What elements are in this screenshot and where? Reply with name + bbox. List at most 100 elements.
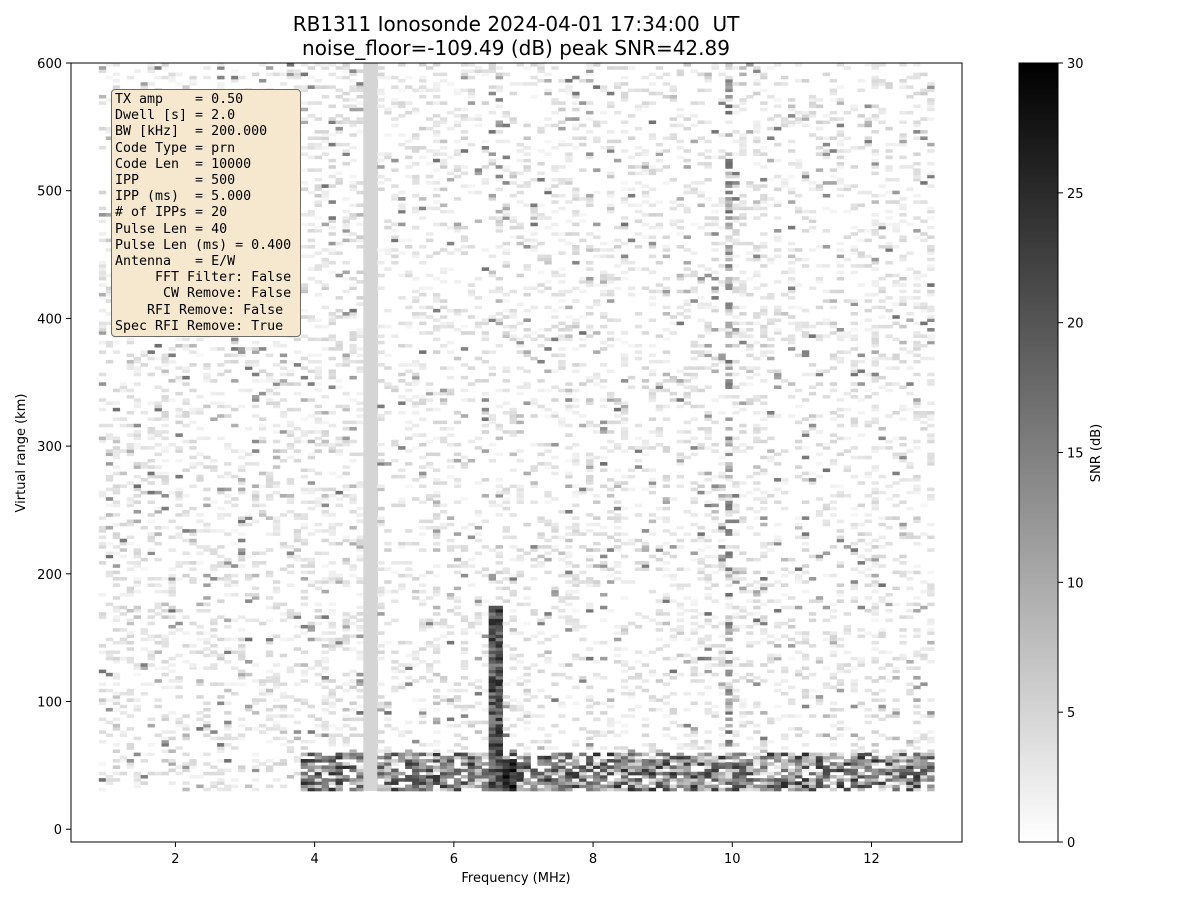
heatmap-cell (398, 500, 406, 504)
heatmap-cell (634, 152, 643, 156)
heatmap-cell (502, 577, 510, 581)
heatmap-cell (600, 312, 608, 316)
heatmap-cell (342, 391, 350, 396)
heatmap-cell (231, 503, 239, 508)
heatmap-cell (356, 69, 364, 73)
heatmap-cell (586, 203, 594, 208)
heatmap-cell (558, 771, 566, 776)
heatmap-cell (648, 372, 657, 377)
heatmap-cell (551, 545, 559, 549)
heatmap-cell (342, 353, 350, 358)
heatmap-cell (606, 439, 615, 444)
heatmap-cell (460, 704, 469, 709)
heatmap-cell (189, 407, 197, 412)
heatmap-cell (648, 746, 657, 750)
heatmap-cell (98, 407, 107, 412)
heatmap-cell (133, 752, 142, 757)
heatmap-cell (119, 385, 128, 390)
heatmap-cell (572, 117, 580, 121)
heatmap-cell (384, 781, 392, 785)
heatmap-cell (307, 142, 316, 147)
heatmap-cell (189, 663, 197, 667)
heatmap-cell (593, 136, 601, 141)
heatmap-cell (398, 321, 406, 326)
heatmap-cell (307, 382, 316, 386)
heatmap-cell (405, 663, 413, 667)
heatmap-cell (558, 321, 566, 326)
heatmap-cell (648, 165, 657, 169)
heatmap-cell (453, 114, 462, 118)
heatmap-cell (488, 640, 497, 645)
heatmap-cell (238, 650, 246, 655)
heatmap-cell (474, 324, 483, 329)
heatmap-cell (502, 299, 510, 303)
heatmap-cell (474, 532, 483, 536)
heatmap-cell (398, 142, 406, 147)
heatmap-cell (460, 618, 469, 623)
heatmap-cell (606, 771, 615, 776)
heatmap-cell (279, 343, 288, 348)
heatmap-cell (119, 449, 128, 453)
heatmap-cell (488, 660, 497, 664)
heatmap-cell (572, 628, 580, 632)
heatmap-cell (265, 478, 274, 482)
heatmap-cell (648, 120, 657, 125)
heatmap-cell (606, 146, 615, 150)
heatmap-cell (474, 602, 483, 607)
heatmap-cell (613, 264, 622, 268)
heatmap-cell (105, 474, 114, 479)
heatmap-cell (140, 82, 148, 86)
heatmap-cell (231, 682, 239, 686)
heatmap-cell (544, 650, 552, 655)
heatmap-cell (502, 315, 510, 319)
heatmap-cell (523, 762, 531, 766)
heatmap-cell (551, 497, 559, 501)
heatmap-cell (446, 624, 455, 629)
heatmap-cell (272, 529, 281, 533)
heatmap-cell (384, 717, 392, 722)
heatmap-cell (398, 503, 406, 508)
heatmap-cell (495, 669, 503, 674)
heatmap-cell (474, 631, 483, 635)
heatmap-cell (419, 465, 427, 469)
heatmap-cell (314, 353, 322, 358)
heatmap-cell (613, 746, 622, 750)
heatmap-cell (641, 267, 650, 271)
heatmap-cell (544, 347, 552, 351)
heatmap-cell (551, 337, 559, 342)
heatmap-cell (286, 746, 295, 750)
heatmap-cell (627, 260, 636, 265)
heatmap-cell (606, 149, 615, 153)
heatmap-cell (356, 88, 364, 93)
heatmap-cell (439, 784, 448, 789)
heatmap-cell (335, 142, 343, 147)
heatmap-cell (453, 771, 462, 776)
heatmap-cell (460, 347, 469, 351)
heatmap-cell (349, 573, 357, 578)
heatmap-cell (307, 238, 316, 243)
heatmap-cell (272, 714, 281, 718)
heatmap-cell (279, 567, 288, 572)
heatmap-cell (467, 101, 476, 105)
heatmap-cell (593, 248, 601, 252)
heatmap-cell (474, 679, 483, 683)
heatmap-cell (579, 289, 587, 294)
heatmap-cell (105, 292, 114, 297)
heatmap-cell (495, 653, 503, 658)
heatmap-cell (412, 312, 420, 316)
heatmap-cell (105, 273, 114, 278)
heatmap-cell (161, 63, 169, 67)
heatmap-cell (544, 337, 552, 342)
heatmap-cell (196, 682, 204, 686)
heatmap-cell (238, 557, 246, 562)
heatmap-cell (558, 752, 566, 757)
heatmap-cell (460, 72, 469, 77)
heatmap-cell (105, 423, 114, 428)
heatmap-cell (481, 318, 490, 323)
heatmap-cell (488, 197, 497, 201)
heatmap-cell (342, 161, 350, 166)
heatmap-cell (620, 66, 629, 70)
heatmap-cell (600, 774, 608, 779)
heatmap-cell (495, 104, 503, 109)
heatmap-cell (286, 478, 295, 482)
